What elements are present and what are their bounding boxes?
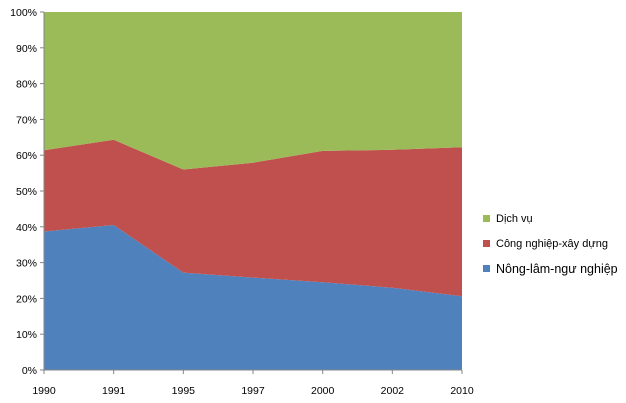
- area-layer: [44, 12, 462, 370]
- legend-label-dich-vu: Dịch vụ: [496, 212, 533, 225]
- x-axis-ticks: 1990 1991 1995 1997 2000 2002 2010: [32, 370, 474, 397]
- x-tick-label: 1990: [32, 385, 56, 397]
- legend-swatch-nong-lam: [483, 265, 490, 272]
- legend: Dịch vụ Công nghiệp-xây dựng Nông-lâm-ng…: [483, 206, 618, 281]
- x-tick-label: 2002: [381, 385, 405, 397]
- area-series-1: [44, 139, 462, 297]
- y-axis-ticks: 0% 10% 20% 30% 40% 50% 60% 70% 80% 90% 100%: [10, 7, 44, 377]
- x-tick-label: 1991: [102, 385, 126, 397]
- legend-label-cong-nghiep: Công nghiệp-xây dựng: [496, 237, 608, 250]
- y-tick-label: 30%: [16, 258, 37, 270]
- legend-swatch-dich-vu: [483, 215, 490, 222]
- y-tick-label: 0%: [22, 365, 37, 377]
- legend-label-nong-lam: Nông-lâm-ngư nghiệp: [496, 261, 618, 276]
- x-tick-label: 2000: [311, 385, 335, 397]
- legend-item-nong-lam: Nông-lâm-ngư nghiệp: [483, 256, 618, 281]
- area-series-0: [44, 225, 462, 370]
- x-tick-label: 2010: [450, 385, 474, 397]
- y-tick-label: 20%: [16, 293, 37, 305]
- y-tick-label: 80%: [16, 79, 37, 91]
- legend-item-cong-nghiep: Công nghiệp-xây dựng: [483, 231, 618, 256]
- legend-swatch-cong-nghiep: [483, 240, 490, 247]
- y-tick-label: 90%: [16, 43, 37, 55]
- y-tick-label: 70%: [16, 114, 37, 126]
- y-tick-label: 40%: [16, 222, 37, 234]
- y-tick-label: 60%: [16, 150, 37, 162]
- y-tick-label: 10%: [16, 329, 37, 341]
- y-tick-label: 50%: [16, 186, 37, 198]
- y-tick-label: 100%: [10, 7, 37, 19]
- x-tick-label: 1997: [241, 385, 265, 397]
- x-tick-label: 1995: [172, 385, 196, 397]
- area-series-2: [44, 12, 462, 170]
- legend-item-dich-vu: Dịch vụ: [483, 206, 618, 231]
